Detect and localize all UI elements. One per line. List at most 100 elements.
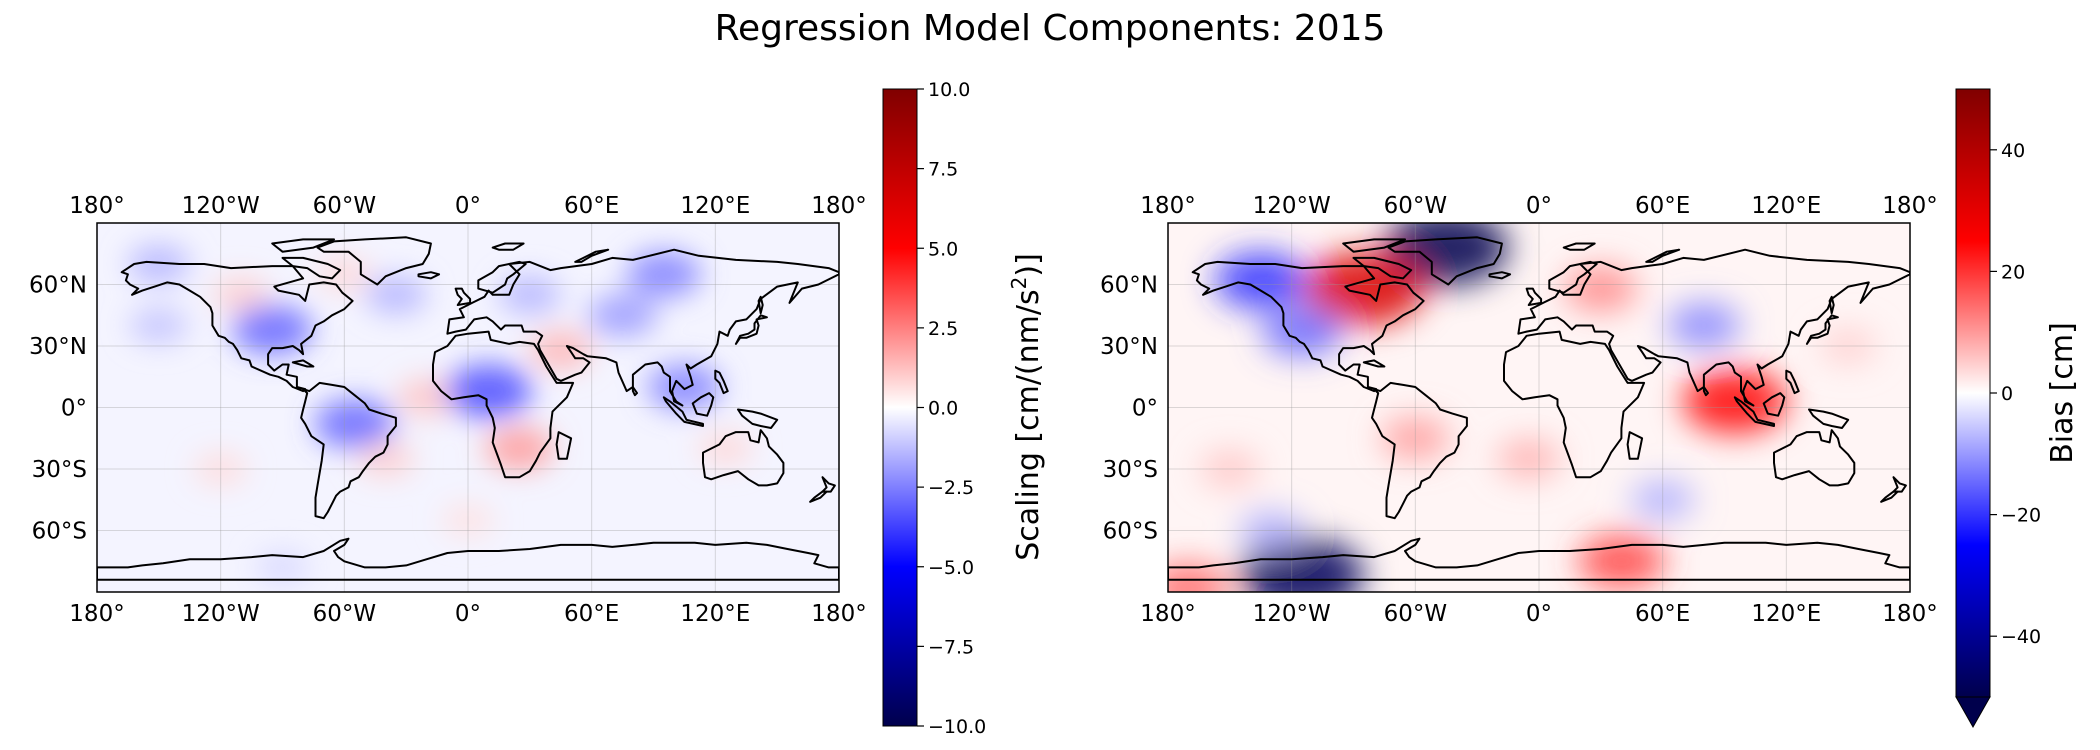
field-anomaly (129, 307, 188, 344)
colorbar-tick-label: 40 (2001, 140, 2025, 162)
coastline-africa (432, 330, 575, 479)
coastline-great-britain (1525, 287, 1543, 306)
field-anomaly (588, 294, 657, 337)
coastline-ellesmere-island (271, 238, 335, 253)
lon-tick-label-bottom: 0° (455, 601, 481, 627)
colorbar-tick-label: 5.0 (928, 238, 958, 260)
lat-tick-label: 60°N (29, 273, 87, 299)
field-anomaly (1200, 450, 1260, 488)
lon-tick-label-top: 120°E (680, 193, 750, 219)
field-anomaly (1820, 328, 1877, 364)
colorbar-tick-label: −20 (2001, 505, 2041, 527)
coastline-baffin-island (1352, 256, 1413, 280)
lon-tick-label-bottom: 180° (811, 601, 866, 627)
lon-tick-label-top: 60°E (1635, 193, 1690, 219)
coastline-eurasia (1517, 248, 1910, 407)
coastline-new-zealand-south (809, 490, 828, 503)
field-anomaly (1631, 480, 1695, 520)
colorbar-tick-label: −5.0 (928, 557, 974, 579)
field-anomaly (1214, 252, 1307, 309)
field-anomaly (314, 399, 395, 449)
colorbar-tick-label: −7.5 (928, 636, 974, 658)
coastline-iceland (1488, 271, 1512, 280)
coastline-sakhalin (1828, 295, 1835, 315)
right-map-frame (1167, 222, 1911, 593)
coastline-philippines (1785, 369, 1800, 395)
lon-tick-label-top: 120°E (1751, 193, 1821, 219)
coastline-australia (1773, 429, 1856, 487)
left-colorbar-gradient (882, 88, 918, 727)
colorbar-tick-label: 2.5 (928, 318, 958, 340)
coastline-antarctica (1168, 537, 1910, 581)
field-anomaly (1168, 563, 1229, 592)
colorbar-tick-label: 20 (2001, 261, 2025, 283)
coastline-north-america (1191, 260, 1425, 393)
coastline-australia (702, 429, 785, 487)
coastline-japan (734, 314, 768, 345)
coastline-iceland (417, 271, 441, 280)
coastline-africa (1503, 330, 1646, 479)
lon-tick-label-bottom: 120°E (1751, 601, 1821, 627)
lon-tick-label-bottom: 120°E (680, 601, 750, 627)
lon-tick-label-bottom: 60°W (313, 601, 377, 627)
coastline-sri-lanka (1702, 386, 1709, 397)
right-axis-ticks: 180° 180° 120°W 120°W 60°W 60°W 0° 0° 60°E 60°E 12… (1100, 193, 1938, 627)
coastline-north-america (120, 260, 354, 393)
lat-tick-label: 60°S (1103, 519, 1158, 545)
coastline-sri-lanka (631, 386, 638, 397)
colorbar-tick-label: 7.5 (928, 159, 958, 181)
field-anomaly (194, 452, 247, 486)
lon-tick-label-top: 180° (69, 193, 124, 219)
lon-tick-label-bottom: 60°E (1635, 601, 1690, 627)
colorbar-tick-label: −10.0 (928, 716, 986, 738)
coastline-sumatra-java (662, 396, 704, 427)
coastline-svalbard (1562, 242, 1596, 251)
field-anomaly (698, 431, 753, 466)
colorbar-tick-label: 0.0 (928, 398, 958, 420)
field-anomaly (1239, 510, 1303, 551)
right-coastlines (1168, 236, 1910, 581)
coastline-cuba (1362, 359, 1386, 368)
right-map-panel: 180° 180° 120°W 120°W 60°W 60°W 0° 0° 60°E 60°E 12… (1100, 193, 1938, 627)
colorbar-tick-label: −40 (2001, 626, 2041, 648)
field-anomaly (255, 550, 310, 585)
field-anomaly (1667, 302, 1741, 349)
coastline-novaya-zemlya (574, 248, 610, 263)
coastline-baffin-island (281, 256, 342, 280)
field-anomaly (364, 275, 427, 315)
lat-tick-label: 30°N (29, 334, 87, 360)
coastline-philippines (714, 369, 729, 395)
coastline-japan (1805, 314, 1839, 345)
lon-tick-label-bottom: 0° (1526, 601, 1552, 627)
field-anomaly (213, 277, 270, 313)
coastline-madagascar (555, 431, 573, 460)
field-anomaly (498, 275, 561, 315)
left-axis-ticks: 180° 180° 120°W 120°W 60°W 60°W 0° 0° 60°E 60°E 12… (29, 193, 867, 627)
colorbar-tick-label: −2.5 (928, 477, 974, 499)
colorbar-tick-label: 10.0 (928, 79, 970, 101)
left-colorbar-label: Scaling [cm/(nm/s2)] (1007, 253, 1046, 561)
lon-tick-label-top: 60°E (564, 193, 619, 219)
coastline-madagascar (1626, 431, 1644, 460)
lon-tick-label-top: 180° (1140, 193, 1195, 219)
field-anomaly (232, 304, 313, 355)
coastline-eurasia (446, 248, 839, 407)
figure-title: Regression Model Components: 2015 (714, 8, 1386, 49)
lat-tick-label: 0° (1132, 396, 1158, 422)
lat-tick-label: 30°N (1100, 334, 1158, 360)
lon-tick-label-top: 0° (1526, 193, 1552, 219)
field-anomaly (1381, 417, 1450, 460)
lon-tick-label-top: 0° (455, 193, 481, 219)
right-colorbar: 40 20 0 −20 −40 Bias [cm] (1955, 88, 2080, 729)
lon-tick-label-bottom: 180° (1140, 601, 1195, 627)
lon-tick-label-bottom: 180° (69, 601, 124, 627)
coastline-scandinavia-gap (1548, 260, 1598, 294)
coastline-novaya-zemlya (1645, 248, 1681, 263)
right-colorbar-gradient (1955, 88, 1991, 698)
field-anomaly (1303, 251, 1425, 326)
lon-tick-label-top: 120°W (182, 193, 260, 219)
coastline-new-guinea (737, 408, 779, 429)
field-anomaly (397, 379, 456, 416)
field-anomaly (626, 251, 701, 298)
